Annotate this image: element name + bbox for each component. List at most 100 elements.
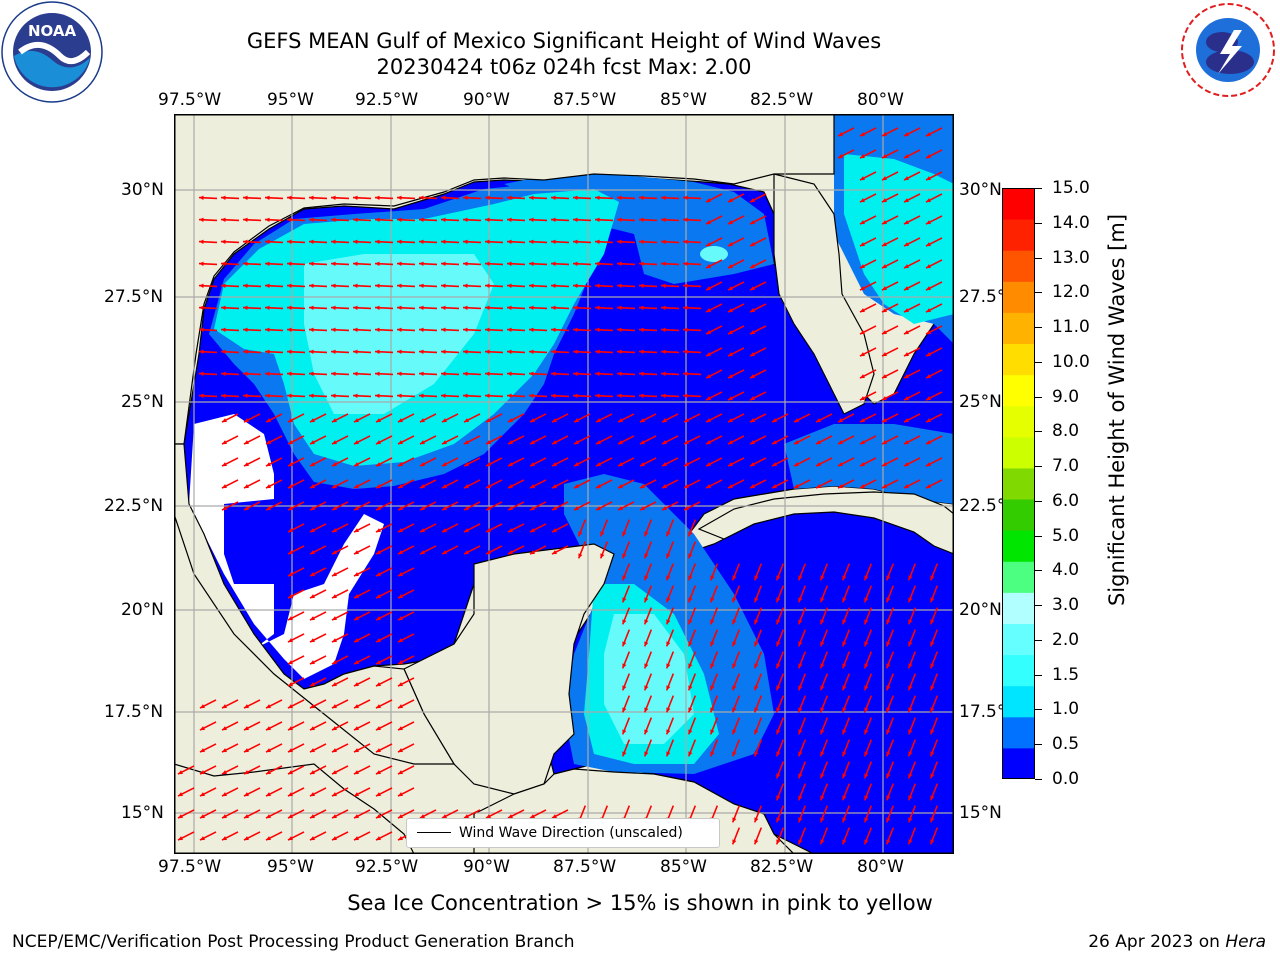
wind-arrow-head	[551, 393, 556, 398]
wind-arrow-head	[661, 327, 666, 332]
wind-arrow-head	[375, 349, 380, 354]
wind-arrow-head	[688, 729, 693, 735]
wind-arrow-head	[771, 462, 777, 467]
wind-arrow-head	[886, 839, 891, 845]
wind-arrow-head	[287, 748, 293, 753]
wind-arrow-head	[331, 594, 337, 599]
wind-arrow-head	[859, 374, 865, 379]
wind-arrow-head	[485, 484, 491, 489]
wind-arrow-head	[617, 217, 622, 222]
lat-label-left: 20°N	[121, 600, 164, 620]
wind-arrow-head	[375, 638, 381, 643]
wind-arrow-head	[353, 770, 359, 775]
wind-arrow-head	[199, 239, 204, 244]
wind-arrow-head	[595, 195, 600, 200]
wind-arrow-head	[463, 440, 469, 445]
colorbar	[1002, 188, 1035, 780]
wind-arrow-head	[859, 286, 865, 291]
wind-arrow-head	[375, 528, 381, 533]
colorbar-segment	[1002, 312, 1035, 345]
wind-arrow-head	[573, 371, 578, 376]
wind-arrow-head	[463, 484, 469, 489]
wind-arrow-head	[639, 327, 644, 332]
colorbar-segment	[1002, 623, 1035, 656]
wind-arrow-head	[798, 729, 803, 735]
wind-arrow-head	[820, 641, 825, 647]
wind-arrow-head	[485, 261, 490, 266]
wind-arrow-head	[397, 814, 403, 819]
wind-arrow-head	[397, 440, 403, 445]
wind-arrow-head	[886, 773, 891, 779]
wind-arrow-head	[903, 198, 909, 203]
wind-arrow-head	[622, 531, 627, 537]
wind-arrow-head	[859, 440, 865, 445]
wind-arrow-head	[529, 418, 535, 423]
wind-arrow-head	[754, 839, 759, 845]
wind-arrow-head	[573, 305, 578, 310]
wind-arrow-head	[908, 707, 913, 713]
wind-arrow-head	[688, 597, 693, 603]
wind-arrow-head	[265, 239, 270, 244]
wind-arrow-head	[199, 770, 205, 775]
wind-arrow-head	[617, 239, 622, 244]
wind-arrow-head	[221, 349, 226, 354]
wind-arrow-head	[265, 792, 271, 797]
wind-arrow-head	[375, 616, 381, 621]
wind-arrow-head	[732, 839, 737, 845]
wind-arrow-head	[309, 371, 314, 376]
wind-arrow-head	[639, 261, 644, 266]
north-coast-land	[173, 113, 835, 445]
wind-arrow-head	[441, 440, 447, 445]
wind-arrow-head	[375, 770, 381, 775]
wind-arrow-head	[353, 393, 358, 398]
wind-arrow-head	[749, 220, 755, 225]
wind-arrow-head	[353, 660, 359, 665]
wind-arrow-head	[749, 308, 755, 313]
wind-arrow-head	[925, 286, 931, 291]
wind-arrow-head	[243, 261, 248, 266]
wind-arrow-head	[353, 836, 359, 841]
wind-arrow-head	[287, 283, 292, 288]
wind-arrow-head	[375, 726, 381, 731]
wind-arrow-head	[925, 176, 931, 181]
wind-arrow-head	[287, 239, 292, 244]
sea-ice-caption: Sea Ice Concentration > 15% is shown in …	[347, 891, 933, 915]
wind-arrow-head	[507, 327, 512, 332]
wind-arrow-head	[754, 641, 759, 647]
wind-arrow-head	[639, 195, 644, 200]
wind-arrow-head	[815, 462, 821, 467]
wind-arrow-head	[749, 242, 755, 247]
wind-arrow-head	[573, 440, 579, 445]
wind-arrow-head	[353, 792, 359, 797]
wind-arrow-head	[639, 484, 645, 489]
colorbar-tick-label: 1.0	[1052, 699, 1080, 720]
wind-arrow-head	[419, 217, 424, 222]
wind-arrow-head	[331, 726, 337, 731]
colorbar-frame	[1002, 188, 1035, 779]
wind-arrow-head	[243, 283, 248, 288]
wind-arrow-head	[485, 528, 491, 533]
wind-arrow-head	[754, 663, 759, 669]
wind-arrow-head	[221, 261, 226, 266]
wind-arrow-head	[886, 619, 891, 625]
wind-arrow-head	[837, 484, 843, 489]
wind-arrow-head	[930, 619, 935, 625]
wind-arrow-head	[485, 418, 491, 423]
wind-arrow-head	[243, 506, 249, 511]
wind-arrow-head	[644, 707, 649, 713]
wind-arrow-head	[727, 220, 733, 225]
wind-arrow-head	[199, 305, 204, 310]
wind-arrow-head	[551, 305, 556, 310]
colorbar-segment	[1002, 747, 1035, 780]
map-legend: Wind Wave Direction (unscaled)	[406, 818, 720, 848]
wind-arrow-head	[309, 704, 315, 709]
wind-arrow-head	[397, 748, 403, 753]
wind-arrow-head	[243, 726, 249, 731]
wind-arrow-head	[265, 217, 270, 222]
wind-arrow-head	[617, 440, 623, 445]
wind-arrow-head	[177, 770, 183, 775]
wind-arrow-head	[353, 484, 359, 489]
wind-arrow-head	[710, 751, 715, 757]
wind-arrow-head	[243, 792, 249, 797]
wind-arrow-head	[397, 836, 403, 841]
